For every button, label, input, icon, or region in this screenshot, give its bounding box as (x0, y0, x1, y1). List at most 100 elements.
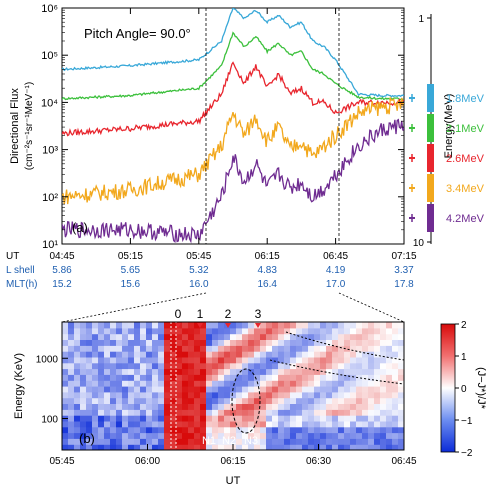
energy-strip-segment (427, 144, 434, 172)
energy-axis-tick-label-1: 1 (418, 14, 424, 25)
heatmap-cell (194, 333, 201, 340)
heatmap-cell (344, 374, 351, 381)
heatmap-cell (272, 391, 279, 399)
heatmap-cell (164, 327, 171, 335)
heatmap-cell (236, 409, 243, 416)
heatmap-cell (362, 327, 369, 335)
heatmap-cell (152, 391, 159, 399)
heatmap-cell (350, 333, 357, 340)
heatmap-cell (194, 368, 201, 375)
heatmap-cell (320, 380, 327, 387)
heatmap-cell (314, 391, 321, 399)
heatmap-cell (278, 339, 285, 346)
heatmap-cell (200, 403, 207, 410)
heatmap-cell (194, 362, 201, 370)
heatmap-cell (218, 322, 225, 329)
table-row-label: L shell (6, 265, 35, 276)
heatmap-cell (332, 327, 339, 335)
heatmap-cell (134, 333, 141, 340)
top-marker-triangle (197, 323, 203, 328)
heatmap-cell (272, 426, 279, 434)
heatmap-cell (398, 409, 404, 416)
heatmap-cell (176, 386, 183, 393)
heatmap-cell (254, 333, 261, 340)
heatmap-cell (224, 368, 231, 375)
heatmap-cell (296, 391, 303, 399)
heatmap-cell (386, 362, 393, 370)
heatmap-cell (62, 327, 69, 335)
heatmap-cell (254, 426, 261, 434)
heatmap-cell (362, 351, 369, 358)
energy-strip-segment (427, 84, 434, 112)
heatmap-cell (278, 374, 285, 381)
heatmap-cell (140, 351, 147, 358)
heatmap-cell (368, 380, 375, 387)
heatmap-cell (356, 380, 363, 387)
heatmap-cell (398, 426, 404, 434)
heatmap-cell (266, 444, 273, 450)
heatmap-cell (278, 356, 285, 364)
heatmap-cell (332, 380, 339, 387)
heatmap-cell (194, 380, 201, 387)
heatmap-cell (80, 386, 87, 393)
heatmap-cell (122, 444, 129, 450)
heatmap-cell (134, 444, 141, 450)
heatmap-cell (80, 327, 87, 335)
zoom-connector-right (338, 292, 405, 323)
heatmap-cell (386, 415, 393, 422)
heatmap-cell (248, 386, 255, 393)
heatmap-cell (278, 438, 285, 445)
heatmap-cell (122, 432, 129, 439)
heatmap-cell (326, 362, 333, 370)
heatmap-cell (164, 386, 171, 393)
heatmap-cell (80, 426, 87, 434)
heatmap-cell (110, 380, 117, 387)
heatmap-cell (164, 438, 171, 445)
heatmap-cell (338, 327, 345, 335)
heatmap-cell (326, 327, 333, 335)
heatmap-cell (182, 403, 189, 410)
heatmap-cell (314, 322, 321, 329)
heatmap-cell (272, 333, 279, 340)
table-cell: 5.65 (121, 265, 141, 276)
heatmap-cell (266, 356, 273, 364)
heatmap-cell (302, 386, 309, 393)
heatmap-cell (218, 409, 225, 416)
heatmap-cell (68, 386, 75, 393)
heatmap-cell (74, 327, 81, 335)
heatmap-cell (98, 426, 105, 434)
heatmap-cell (74, 345, 81, 352)
heatmap-cell (314, 362, 321, 370)
heatmap-cell (200, 386, 207, 393)
heatmap-cell (284, 409, 291, 416)
heatmap-cell (182, 386, 189, 393)
heatmap-cell (338, 356, 345, 364)
heatmap-cell (110, 403, 117, 410)
heatmap-cell (278, 415, 285, 422)
heatmap-cell (296, 368, 303, 375)
heatmap-cell (266, 351, 273, 358)
heatmap-cell (356, 374, 363, 381)
panel-a-legend: 1.8MeV 2.1MeV 2.6MeV 3.4MeV 4.2MeV (409, 93, 485, 225)
heatmap-cell (176, 368, 183, 375)
heatmap-cell (98, 333, 105, 340)
heatmap-cell (152, 339, 159, 346)
heatmap-cell (104, 362, 111, 370)
heatmap-cell (212, 415, 219, 422)
heatmap-cell (80, 397, 87, 404)
heatmap-cell (128, 403, 135, 410)
heatmap-cell (290, 444, 297, 450)
heatmap-cell (212, 426, 219, 434)
heatmap-cell (170, 420, 177, 428)
heatmap-cell (332, 391, 339, 399)
heatmap-cell (140, 322, 147, 329)
heatmap-cell (134, 403, 141, 410)
heatmap-cell (254, 391, 261, 399)
heatmap-cell (92, 432, 99, 439)
heatmap-cell (278, 386, 285, 393)
heatmap-cell (374, 362, 381, 370)
heatmap-cell (380, 339, 387, 346)
heatmap-cell (284, 438, 291, 445)
heatmap-cell (380, 322, 387, 329)
heatmap-cell (278, 327, 285, 335)
